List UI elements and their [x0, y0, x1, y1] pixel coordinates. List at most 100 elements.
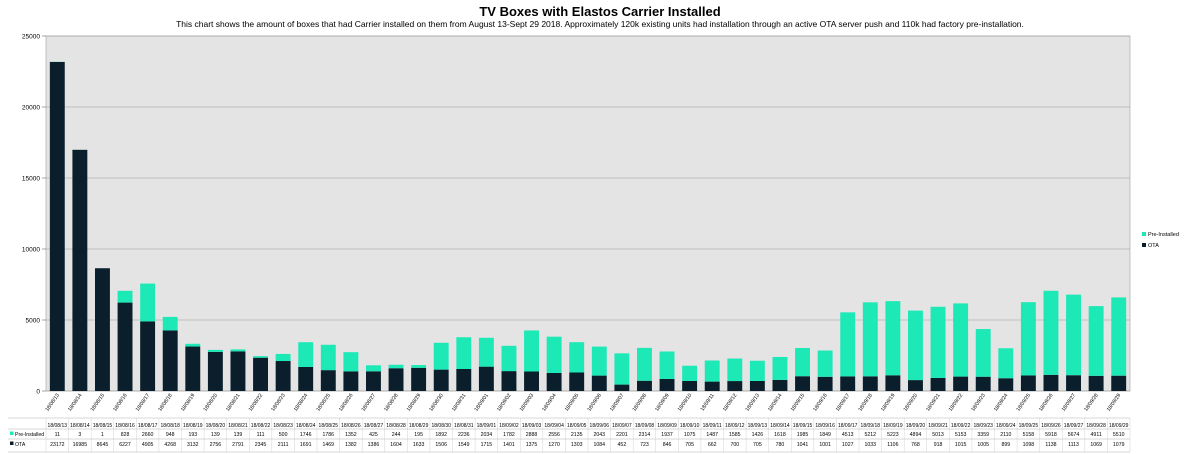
- bar-ota: [637, 380, 652, 391]
- table-value-pre-installed: 2660: [142, 432, 154, 438]
- x-tick-label: 18/09/08: [632, 393, 649, 413]
- table-value-pre-installed: 5212: [865, 432, 877, 438]
- x-tick-label: 18/08/14: [67, 393, 84, 413]
- x-tick-label: 18/09/03: [519, 393, 536, 413]
- table-category: 18/09/06: [590, 423, 610, 429]
- y-tick-label: 5000: [26, 318, 41, 325]
- table-value-ota: 1691: [300, 442, 312, 448]
- x-tick-label: 18/09/13: [745, 393, 762, 413]
- bar-pre-installed: [253, 356, 268, 358]
- table-category: 18/08/26: [341, 423, 361, 429]
- table-category: 18/09/12: [725, 423, 745, 429]
- bar-ota: [1043, 374, 1059, 391]
- x-tick-label: 18/08/20: [203, 393, 220, 413]
- table-value-pre-installed: 1487: [706, 432, 718, 438]
- y-tick-label: 0: [36, 389, 40, 396]
- bar-pre-installed: [569, 342, 585, 373]
- table-value-ota: 1084: [594, 442, 606, 448]
- table-value-ota: 899: [1001, 442, 1010, 448]
- table-value-ota: 2111: [278, 442, 289, 448]
- table-value-ota: 3132: [187, 442, 199, 448]
- table-value-ota: 1469: [323, 442, 335, 448]
- table-category: 18/09/04: [544, 423, 564, 429]
- table-value-pre-installed: 3: [78, 432, 81, 438]
- x-tick-label: 18/09/12: [722, 393, 739, 413]
- table-category: 18/09/11: [703, 423, 722, 429]
- table-category: 18/09/28: [1086, 423, 1106, 429]
- bar-pre-installed: [411, 365, 427, 368]
- bar-pre-installed: [501, 345, 517, 372]
- legend-swatch: [1142, 243, 1146, 247]
- table-value-pre-installed: 2201: [616, 432, 628, 438]
- table-value-pre-installed: 1849: [819, 432, 831, 438]
- table-value-pre-installed: 948: [166, 432, 175, 438]
- x-tick-label: 18/08/25: [315, 393, 332, 413]
- table-category: 18/08/18: [160, 423, 180, 429]
- table-category: 18/09/21: [928, 423, 948, 429]
- bar-pre-installed: [1020, 302, 1036, 376]
- x-tick-label: 18/08/23: [270, 393, 287, 413]
- x-tick-label: 18/08/16: [112, 393, 129, 413]
- bar-pre-installed: [1066, 294, 1081, 376]
- bar-ota: [524, 371, 539, 391]
- bar-pre-installed: [275, 353, 291, 362]
- bar-ota: [1020, 375, 1036, 391]
- table-value-pre-installed: 1426: [752, 432, 764, 438]
- table-value-ota: 1106: [887, 442, 898, 448]
- table-value-ota: 1027: [842, 442, 854, 448]
- bar-pre-installed: [998, 348, 1014, 379]
- table-series-label: Pre-Installed: [15, 432, 44, 438]
- bar-ota: [320, 370, 336, 391]
- bar-pre-installed: [862, 302, 878, 377]
- table-value-ota: 1015: [955, 442, 967, 448]
- bar-ota: [546, 372, 562, 391]
- table-value-pre-installed: 1786: [323, 432, 335, 438]
- bar-ota: [659, 378, 675, 391]
- table-category: 18/09/05: [567, 423, 587, 429]
- bar-pre-installed: [614, 353, 630, 385]
- bar-ota: [795, 376, 810, 391]
- table-category: 18/08/27: [364, 423, 384, 429]
- table-value-ota: 1506: [435, 442, 447, 448]
- table-category: 18/08/17: [138, 423, 158, 429]
- table-value-ota: 1401: [503, 442, 515, 448]
- table-value-ota: 1041: [797, 442, 809, 448]
- table-value-pre-installed: 1352: [345, 432, 357, 438]
- x-tick-label: 18/08/15: [90, 393, 107, 413]
- plot-area: [45, 35, 1131, 392]
- table-category: 18/09/29: [1109, 423, 1129, 429]
- bar-pre-installed: [546, 336, 562, 373]
- bar-ota: [388, 368, 404, 391]
- bar-pre-installed: [659, 351, 675, 379]
- table-value-pre-installed: 2034: [481, 432, 493, 438]
- table-value-pre-installed: 425: [369, 432, 378, 438]
- x-tick-label: 18/09/14: [767, 393, 784, 413]
- bar-ota: [456, 369, 472, 391]
- bar-ota: [49, 61, 65, 391]
- table-value-ota: 1069: [1090, 442, 1102, 448]
- table-value-ota: 1033: [865, 442, 877, 448]
- table-category: 18/08/24: [296, 423, 316, 429]
- bar-ota: [953, 376, 969, 391]
- table-series-label: OTA: [15, 442, 26, 448]
- bar-pre-installed: [975, 329, 991, 377]
- bar-ota: [930, 377, 946, 391]
- y-tick-label: 15000: [22, 176, 40, 183]
- bar-ota: [1088, 375, 1104, 391]
- x-tick-label: 18/08/21: [225, 393, 242, 413]
- x-tick-label: 18/09/02: [496, 393, 513, 413]
- y-tick-label: 10000: [22, 247, 40, 254]
- table-value-pre-installed: 4894: [910, 432, 922, 438]
- x-tick-label: 18/09/22: [948, 393, 965, 413]
- x-tick-label: 18/09/18: [857, 393, 874, 413]
- table-category: 18/09/17: [838, 423, 858, 429]
- bar-ota: [275, 361, 291, 391]
- bar-ota: [885, 375, 901, 391]
- table-value-pre-installed: 2236: [458, 432, 470, 438]
- bar-ota: [253, 357, 268, 391]
- bar-pre-installed: [1088, 306, 1104, 376]
- x-tick-label: 18/08/22: [248, 393, 265, 413]
- table-value-pre-installed: 11: [55, 432, 60, 438]
- x-tick-label: 18/09/01: [474, 393, 491, 413]
- table-category: 18/09/08: [635, 423, 655, 429]
